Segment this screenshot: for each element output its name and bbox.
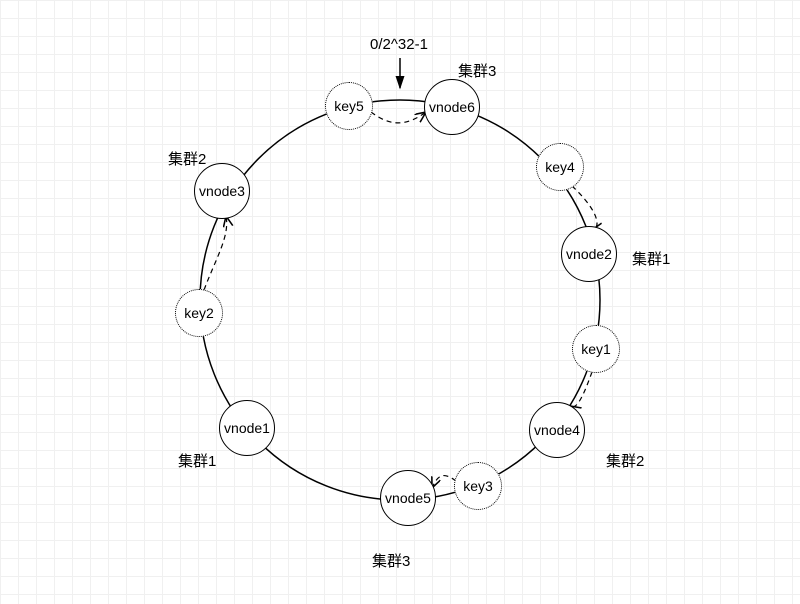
vnode-vnode3: vnode3 [194, 163, 250, 219]
edge-key2-vnode3 [204, 216, 227, 290]
key-key2: key2 [175, 289, 223, 337]
vnode-vnode2: vnode2 [561, 226, 617, 282]
cluster-label-vnode5: 集群3 [372, 550, 410, 571]
key-key1: key1 [572, 325, 620, 373]
edge-key5-vnode6 [371, 112, 426, 123]
vnode-vnode6: vnode6 [424, 79, 480, 135]
cluster-label-vnode2: 集群1 [632, 248, 670, 269]
cluster-label-vnode1: 集群1 [178, 450, 216, 471]
vnode-vnode1: vnode1 [219, 400, 275, 456]
key-key4: key4 [536, 143, 584, 191]
cluster-label-vnode4: 集群2 [606, 450, 644, 471]
key-key3: key3 [454, 462, 502, 510]
cluster-label-vnode6: 集群3 [458, 60, 496, 81]
key-key5: key5 [325, 82, 373, 130]
edge-key1-vnode4 [570, 372, 592, 407]
vnode-vnode5: vnode5 [380, 470, 436, 526]
cluster-label-vnode3: 集群2 [168, 148, 206, 169]
top-label: 0/2^32-1 [370, 36, 428, 53]
edge-key3-vnode5 [432, 476, 456, 488]
vnode-vnode4: vnode4 [529, 402, 585, 458]
